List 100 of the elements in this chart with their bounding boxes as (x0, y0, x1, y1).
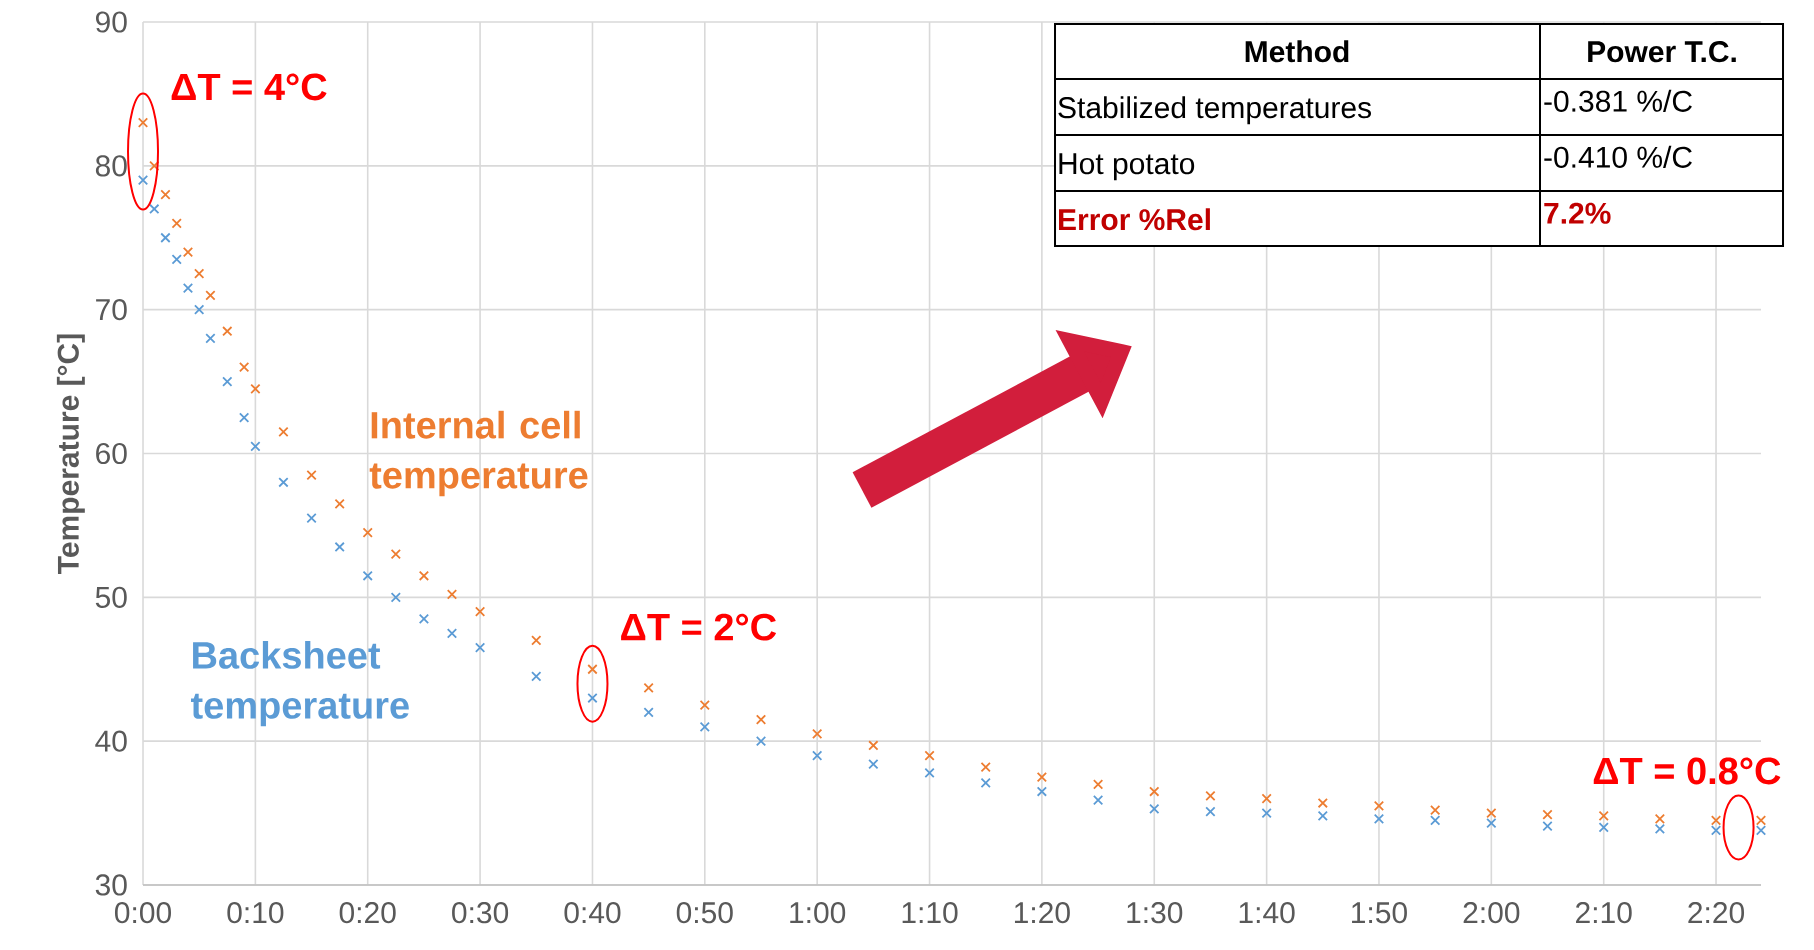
point (238, 412, 250, 423)
x-tick-label: 0:30 (452, 902, 509, 924)
y-axis-title: Temperature [°C] (56, 334, 85, 574)
point (1755, 825, 1767, 836)
point (868, 740, 879, 751)
point (1598, 810, 1609, 822)
y-tick-label: 30 (95, 874, 127, 896)
point (334, 541, 345, 553)
point (149, 203, 160, 215)
point (194, 304, 205, 315)
point (334, 498, 345, 509)
point (149, 160, 160, 171)
point (182, 282, 194, 294)
point (1430, 815, 1441, 826)
point (1149, 786, 1160, 797)
point (1755, 815, 1767, 826)
point (474, 606, 486, 617)
x-tick-label: 1:20 (1014, 902, 1070, 924)
point (194, 268, 205, 279)
x-tick-label: 1:10 (902, 902, 958, 924)
x-tick-label: 0:40 (564, 902, 621, 924)
y-tick-label: 60 (96, 442, 127, 465)
point (137, 175, 149, 186)
point (812, 750, 823, 761)
point (1710, 815, 1722, 826)
y-tick-label: 50 (95, 586, 127, 608)
annotation: -0.381 %/C (1544, 89, 1692, 112)
annotation: Hot potato (1059, 153, 1195, 181)
point (278, 477, 289, 488)
point (755, 714, 767, 725)
point (278, 426, 289, 438)
point (924, 767, 935, 778)
point (306, 513, 317, 524)
series-label: Internal cell temperature (369, 410, 588, 497)
point (1542, 809, 1553, 820)
point (1430, 805, 1441, 816)
point (699, 700, 710, 711)
annotation: Power T.C. (1588, 41, 1736, 63)
point (1092, 795, 1104, 806)
annotation: Stabilized temperatures (1058, 96, 1371, 125)
point (755, 736, 767, 747)
point (1486, 807, 1497, 819)
x-tick-label: 2:00 (1463, 902, 1520, 924)
point (1317, 810, 1328, 822)
point (250, 441, 261, 452)
point (1261, 807, 1272, 819)
annotation: 7.2% (1544, 202, 1611, 224)
point (980, 761, 991, 773)
x-tick-label: 1:30 (1127, 902, 1183, 924)
x-tick-label: 0:10 (227, 902, 284, 924)
point (531, 635, 542, 646)
x-tick-label: 1:40 (1239, 902, 1295, 924)
annotation: Method (1245, 40, 1349, 63)
point (160, 189, 171, 200)
point (1205, 790, 1216, 801)
point (250, 383, 261, 394)
point (474, 642, 486, 653)
point (182, 246, 194, 258)
point (699, 721, 710, 732)
annotation: ΔT = 0.8°C (1593, 757, 1781, 785)
annotation: Error %Rel (1059, 208, 1210, 231)
point (1598, 822, 1609, 833)
point (222, 376, 233, 387)
point (418, 570, 430, 581)
point (587, 692, 598, 704)
series-label: Backsheet temperature (190, 640, 409, 727)
x-tick-label: 2:10 (1576, 902, 1632, 924)
x-tick-label: 0:00 (114, 902, 172, 924)
point (924, 750, 935, 761)
point (1205, 806, 1216, 817)
point (390, 592, 401, 603)
point (362, 527, 373, 538)
point (390, 549, 401, 560)
point (1373, 813, 1385, 824)
point (222, 326, 233, 337)
point (1710, 825, 1722, 836)
point (446, 589, 458, 600)
point (1092, 779, 1104, 790)
point (643, 707, 654, 718)
point (1373, 800, 1385, 812)
y-tick-label: 40 (95, 730, 127, 752)
point (980, 777, 991, 789)
point (205, 333, 216, 344)
point (205, 290, 216, 301)
point (171, 218, 182, 229)
point (362, 570, 373, 581)
point (1486, 818, 1497, 829)
annotation: ΔT = 4°C (171, 73, 327, 101)
point (1654, 813, 1666, 824)
x-tick-label: 1:50 (1352, 902, 1407, 924)
x-tick-label: 0:20 (339, 902, 396, 924)
x-tick-label: 1:00 (790, 902, 846, 924)
x-tick-label: 2:20 (1688, 902, 1745, 924)
point (1317, 797, 1328, 809)
point (306, 469, 317, 481)
point (812, 728, 823, 740)
point (531, 671, 542, 682)
point (446, 628, 458, 639)
point (1036, 786, 1048, 797)
point (1542, 820, 1553, 832)
